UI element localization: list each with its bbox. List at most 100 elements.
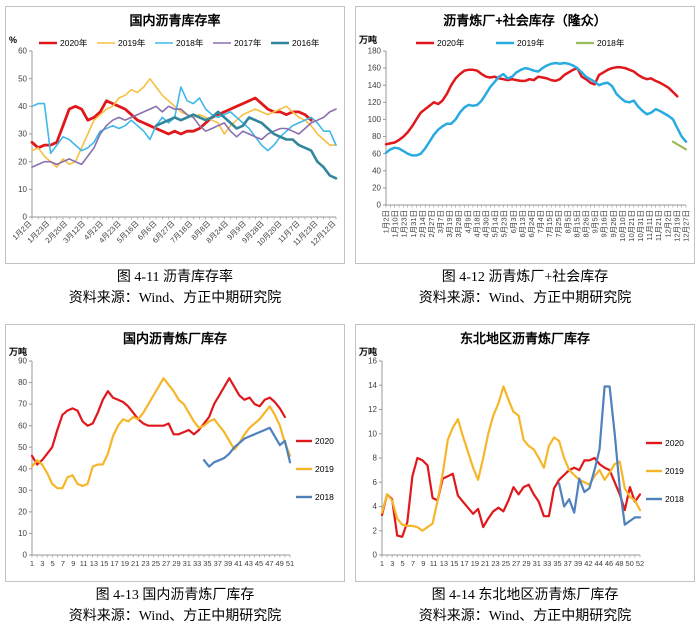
x-tick-label: 39 [574, 559, 582, 568]
y-tick-label: 0 [23, 213, 28, 222]
legend-label: 2020年 [60, 38, 88, 48]
y-tick-label: 16 [368, 357, 377, 366]
x-tick-label: 6月13日 [518, 210, 527, 238]
series-lines [380, 385, 642, 538]
x-tick-label: 9 [71, 559, 75, 568]
x-tick-label: 9 [421, 559, 425, 568]
x-tick-label: 12月2日 [663, 210, 672, 238]
axis-unit-label: 万吨 [358, 346, 377, 357]
y-tick-label: 20 [372, 183, 381, 192]
x-tick-label: 1 [380, 559, 384, 568]
x-tick-label: 17 [460, 559, 468, 568]
legend-label: 2020 [665, 438, 684, 448]
chart-panel: 国内沥青炼厂库存 万吨 0 10 20 30 40 50 60 70 80 90 1 3 5 7 9 11 13 15… [5, 324, 345, 582]
y-tick-label: 180 [368, 47, 382, 56]
y-tick-label: 2 [373, 526, 378, 535]
x-tick-label: 41 [234, 559, 242, 568]
y-tick-label: 40 [18, 102, 27, 111]
figure-caption: 图 4-12 沥青炼厂+社会库存 资料来源：Wind、方正中期研究院 [419, 267, 632, 309]
x-tick-label: 44 [595, 559, 603, 568]
x-tick-label: 5月14日 [491, 210, 500, 238]
caption-source: 资料来源：Wind、方正中期研究院 [418, 609, 632, 624]
x-tick-label: 1月31日 [409, 210, 418, 238]
caption-title: 图 4-14 东北地区沥青炼厂库存 [431, 588, 619, 603]
caption-source: 资料来源：Wind、方正中期研究院 [418, 291, 632, 306]
x-tick-label: 11 [80, 559, 88, 568]
legend-label: 2019 [665, 466, 684, 476]
legend-label: 2018年 [176, 38, 204, 48]
figure-domestic-refinery-inventory: 国内沥青炼厂库存 万吨 0 10 20 30 40 50 60 70 80 90 1 3 5 7 9 11 13 15… [0, 318, 350, 636]
x-tick-label: 31 [533, 559, 541, 568]
x-tick-label: 2月27日 [427, 210, 436, 238]
x-tick-label: 3月7日 [436, 210, 445, 233]
x-tick-label: 13 [440, 559, 448, 568]
y-tick-label: 70 [18, 400, 27, 409]
x-tick-label: 3月19日 [445, 210, 454, 238]
y-tick-label: 6 [373, 478, 378, 487]
series-2019年 [384, 61, 688, 157]
series-2016年 [154, 110, 338, 180]
y-tick-label: 4 [373, 502, 378, 511]
y-tick-label: 0 [23, 551, 28, 560]
x-tick-label: 25 [502, 559, 510, 568]
y-tick-label: 12 [368, 405, 377, 414]
y-tick-label: 0 [373, 551, 378, 560]
x-tick-label: 10月31日 [636, 210, 645, 242]
x-tick-label: 17 [110, 559, 118, 568]
x-tick-label: 48 [615, 559, 623, 568]
x-tick-label: 9月16日 [600, 210, 609, 238]
series-lines [384, 61, 688, 157]
x-tick-label: 3 [40, 559, 44, 568]
x-tick-label: 1月2日 [382, 210, 391, 233]
x-tick-label: 52 [636, 559, 644, 568]
x-tick-label: 33 [543, 559, 551, 568]
x-tick-label: 23 [491, 559, 499, 568]
legend-label: 2019年 [118, 38, 146, 48]
figure-caption: 图 4-11 沥青库存率 资料来源：Wind、方正中期研究院 [69, 267, 282, 309]
x-tick-label: 11月21日 [654, 210, 663, 241]
chart-panel: 东北地区沥青炼厂库存 万吨 0 2 4 6 8 10 12 14 16 1 3 5 7 9 11 13 15 17 19… [355, 324, 695, 582]
legend-label: 2019年 [517, 38, 545, 48]
x-tick-label: 51 [286, 559, 294, 568]
series-2019年 [31, 77, 337, 168]
series-2018年 [671, 140, 688, 151]
x-tick-label: 19 [471, 559, 479, 568]
x-tick-label: 5 [51, 559, 55, 568]
x-tick-label: 2月14日 [418, 210, 427, 238]
legend-label: 2020 [315, 436, 334, 446]
x-tick-label: 39 [224, 559, 232, 568]
y-tick-label: 0 [377, 201, 382, 210]
y-tick-label: 30 [18, 130, 27, 139]
x-tick-label: 49 [276, 559, 284, 568]
x-tick-label: 7 [411, 559, 415, 568]
axis-unit-label: 万吨 [358, 34, 377, 45]
legend-label: 2020年 [437, 38, 465, 48]
figure-caption: 图 4-13 国内沥青炼厂库存 资料来源：Wind、方正中期研究院 [69, 585, 282, 627]
legend: 2020 2019 2018 [296, 436, 334, 502]
y-tick-label: 140 [368, 81, 382, 90]
x-tick-label: 4月9日 [463, 210, 472, 233]
x-tick-label: 8月15日 [572, 210, 581, 238]
x-tick-label: 50 [626, 559, 634, 568]
x-tick-label: 4月30日 [482, 210, 491, 238]
caption-source: 资料来源：Wind、方正中期研究院 [68, 609, 282, 624]
x-tick-label: 13 [90, 559, 98, 568]
legend-label: 2019 [315, 464, 334, 474]
legend-label: 2018 [665, 494, 684, 504]
series-lines [30, 77, 338, 180]
x-tick-label: 5 [401, 559, 405, 568]
chart-title: 国内沥青库存率 [129, 13, 220, 28]
x-tick-label: 15 [450, 559, 458, 568]
y-tick-label: 160 [368, 64, 382, 73]
x-tick-label: 12月19日 [672, 210, 681, 242]
x-tick-label: 9月26日 [609, 210, 618, 238]
x-tick-label: 7 [61, 559, 65, 568]
figure-caption: 图 4-14 东北地区沥青炼厂库存 资料来源：Wind、方正中期研究院 [419, 585, 632, 627]
x-tick-label: 6月3日 [509, 210, 518, 233]
x-tick-label: 3 [390, 559, 394, 568]
axes: 0 10 20 30 40 50 60 70 80 90 [18, 357, 291, 560]
x-tick-label: 31 [183, 559, 191, 568]
y-tick-label: 50 [18, 443, 27, 452]
